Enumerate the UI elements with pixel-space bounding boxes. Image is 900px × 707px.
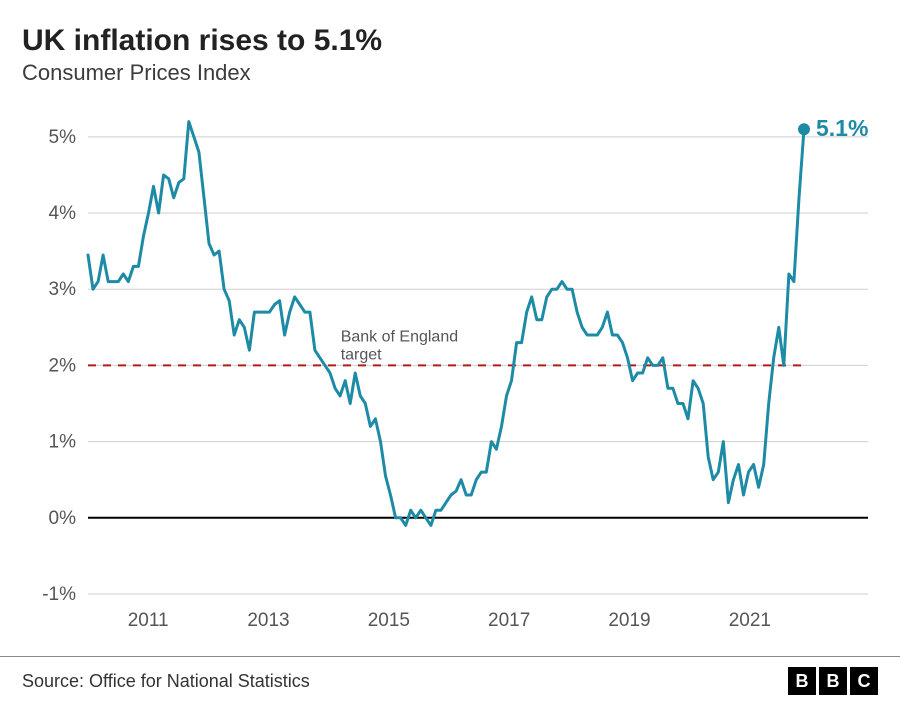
svg-text:target: target	[341, 346, 382, 363]
svg-text:2021: 2021	[729, 610, 771, 631]
chart-footer: Source: Office for National Statistics B…	[0, 656, 900, 707]
svg-text:2019: 2019	[608, 610, 650, 631]
bbc-logo-c: C	[850, 667, 878, 695]
bbc-logo-b2: B	[819, 667, 847, 695]
svg-text:0%: 0%	[49, 508, 77, 529]
line-chart-svg: -1% 0% 1% 2% 3% 4% 5% Bank of Englandtarget 2011…	[22, 100, 878, 640]
svg-text:3%: 3%	[49, 279, 77, 300]
bbc-logo-b1: B	[788, 667, 816, 695]
svg-text:Bank of England: Bank of England	[341, 328, 458, 345]
svg-text:4%: 4%	[49, 203, 77, 224]
chart-area: -1% 0% 1% 2% 3% 4% 5% Bank of Englandtarget 2011…	[22, 100, 878, 640]
chart-subtitle: Consumer Prices Index	[22, 60, 878, 86]
svg-text:2017: 2017	[488, 610, 530, 631]
svg-text:2%: 2%	[49, 355, 77, 376]
svg-text:-1%: -1%	[42, 584, 76, 605]
chart-title: UK inflation rises to 5.1%	[22, 24, 878, 58]
source-text: Source: Office for National Statistics	[22, 671, 310, 692]
svg-text:5.1%: 5.1%	[816, 115, 868, 141]
svg-text:2015: 2015	[368, 610, 410, 631]
svg-text:2013: 2013	[247, 610, 289, 631]
svg-text:1%: 1%	[49, 432, 77, 453]
svg-text:5%: 5%	[49, 127, 77, 148]
bbc-logo: B B C	[788, 667, 878, 695]
svg-text:2011: 2011	[128, 610, 169, 631]
